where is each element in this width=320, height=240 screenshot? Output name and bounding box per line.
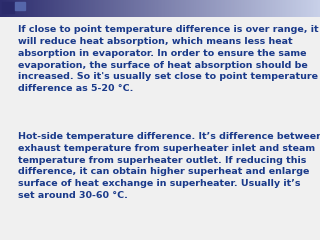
Text: If close to point temperature difference is over range, it
will reduce heat abso: If close to point temperature difference… (18, 25, 318, 93)
Bar (2, 2, 14, 13)
Bar (15, 2, 25, 10)
Text: Hot-side temperature difference. It’s difference between
exhaust temperature fro: Hot-side temperature difference. It’s di… (18, 132, 320, 200)
